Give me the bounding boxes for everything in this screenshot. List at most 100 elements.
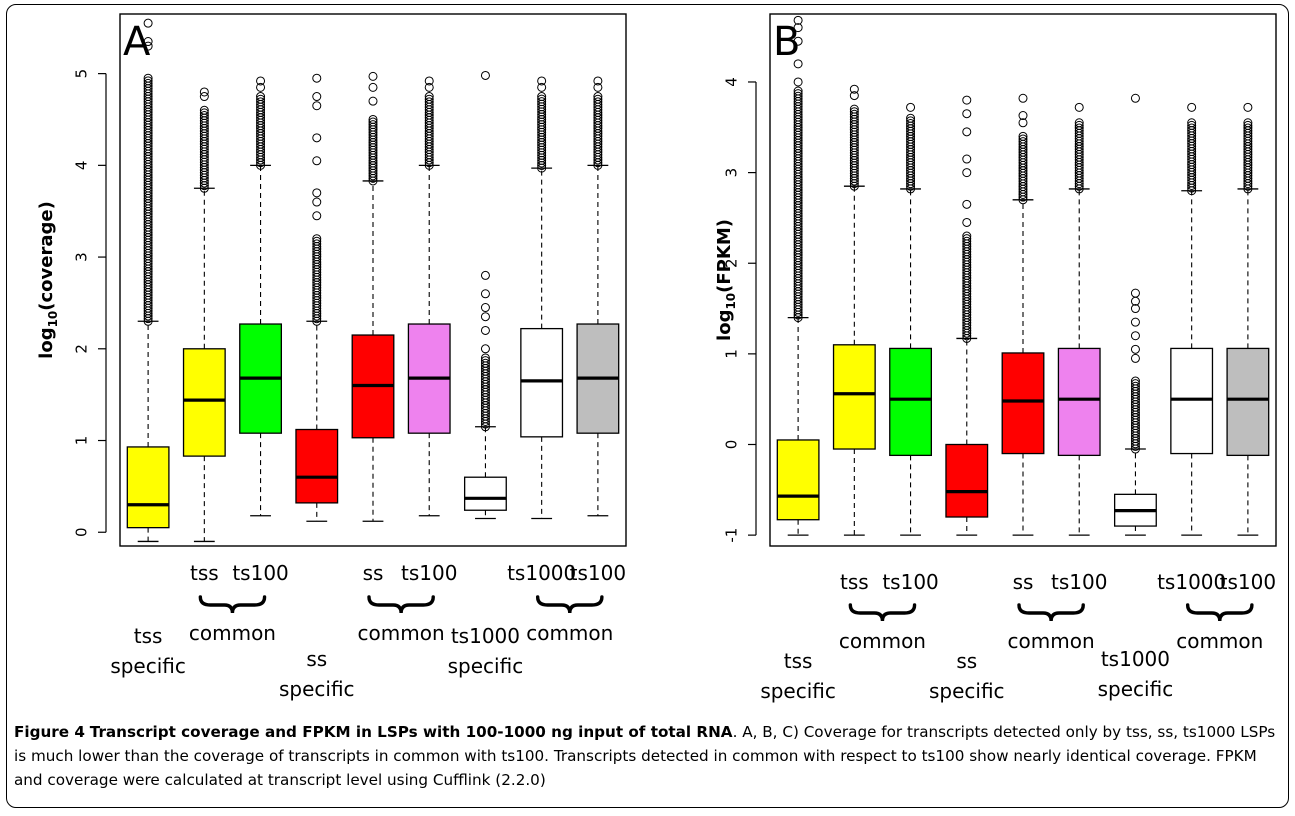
box-9 (576, 76, 620, 517)
outlier-point (962, 231, 972, 241)
plot-frame (769, 13, 1277, 547)
outlier-point (593, 94, 603, 104)
outlier-point (480, 70, 490, 80)
outlier-point (537, 94, 547, 104)
group-brace (367, 595, 435, 614)
outlier-point (1130, 93, 1140, 103)
outlier-point (424, 92, 434, 102)
group-brace (848, 603, 917, 622)
y-tick-label: 0 (73, 527, 91, 537)
outlier-point (793, 77, 803, 87)
outlier-point (312, 197, 322, 207)
outlier-point (312, 73, 322, 83)
iqr-box (463, 476, 507, 511)
outlier-point (368, 120, 378, 130)
outlier-point (793, 36, 803, 46)
y-axis-title: log10(FPKM) (714, 219, 738, 341)
outlier-point (593, 76, 603, 86)
outlier-point (537, 97, 547, 107)
box-6 (1057, 102, 1101, 536)
outlier-point (962, 127, 972, 137)
outlier-point (312, 156, 322, 166)
iqr-box (1001, 352, 1045, 455)
outlier-point (368, 71, 378, 81)
outlier-point (1074, 123, 1084, 133)
specific-label-line1: ts1000 (451, 624, 520, 648)
iqr-box (1057, 347, 1101, 457)
box-4 (945, 95, 989, 536)
outlier-point (480, 344, 490, 354)
group-brace (1017, 603, 1085, 622)
outlier-point (312, 133, 322, 143)
outlier-point (593, 92, 603, 102)
outlier-point (312, 236, 322, 246)
specific-label-line2: specific (279, 677, 355, 701)
y-tick-label: 4 (723, 77, 741, 87)
outlier-point (793, 86, 803, 96)
outlier-point (849, 84, 859, 94)
outlier-point (480, 289, 490, 299)
outlier-point (480, 312, 490, 322)
y-tick-label: -1 (723, 528, 741, 543)
outlier-point (312, 211, 322, 221)
outlier-point (143, 78, 153, 88)
outlier-point (793, 59, 803, 69)
y-tick-label: 3 (723, 168, 741, 178)
outlier-point (256, 82, 266, 92)
y-axis-title-tail: (coverage) (36, 201, 57, 311)
iqr-box (889, 347, 933, 457)
outlier-point (199, 108, 209, 118)
outlier-point (312, 234, 322, 244)
box-7 (1113, 93, 1157, 536)
outlier-point (480, 353, 490, 363)
group-label: common (358, 621, 445, 645)
iqr-box (520, 327, 564, 438)
y-tick-label: 4 (73, 161, 91, 171)
box-4 (295, 73, 339, 522)
outlier-point (424, 76, 434, 86)
outlier-point (1130, 304, 1140, 314)
outlier-point (256, 92, 266, 102)
outlier-point (906, 102, 916, 112)
outlier-point (1187, 102, 1197, 112)
iqr-box (182, 348, 226, 457)
x-tick-label: tss (840, 570, 869, 594)
specific-label-line1: ss (306, 647, 327, 671)
iqr-box (832, 344, 876, 450)
outlier-point (1243, 123, 1253, 133)
outlier-point (962, 154, 972, 164)
outlier-point (480, 358, 490, 368)
outlier-point (1130, 331, 1140, 341)
x-tick-label: ts100 (1220, 570, 1276, 594)
outlier-point (1130, 344, 1140, 354)
outlier-point (537, 76, 547, 86)
outlier-point (1130, 353, 1140, 363)
specific-label-line1: ss (956, 649, 977, 673)
outlier-point (1243, 118, 1253, 128)
group-label: common (526, 621, 613, 645)
outlier-point (537, 92, 547, 102)
outlier-point (849, 109, 859, 119)
x-tick-label: ss (1013, 570, 1034, 594)
box-8 (1170, 102, 1214, 536)
box-7 (463, 70, 507, 520)
outlier-point (849, 91, 859, 101)
outlier-point (962, 199, 972, 209)
outlier-point (312, 239, 322, 249)
specific-label-line1: ts1000 (1101, 647, 1170, 671)
caption-separator: . (732, 723, 743, 741)
outlier-point (368, 114, 378, 124)
plot-frame (119, 13, 627, 547)
box-1 (776, 15, 820, 536)
figure-caption: Figure 4 Transcript coverage and FPKM in… (14, 720, 1286, 792)
outlier-point (143, 73, 153, 83)
outlier-point (312, 92, 322, 102)
x-tick-label: ts1000 (1157, 570, 1226, 594)
outlier-point (849, 104, 859, 114)
group-brace (198, 595, 267, 614)
outlier-point (1018, 131, 1028, 141)
panel-label: B (773, 19, 800, 65)
outlier-point (368, 117, 378, 127)
outlier-point (1243, 102, 1253, 112)
